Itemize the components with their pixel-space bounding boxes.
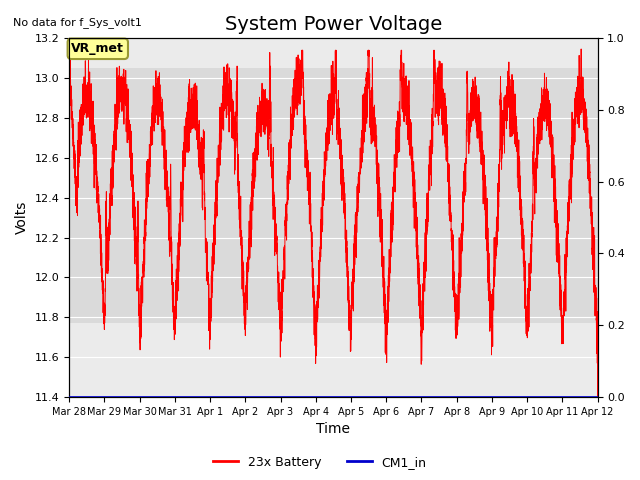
X-axis label: Time: Time xyxy=(316,422,350,436)
Text: No data for f_Sys_volt1: No data for f_Sys_volt1 xyxy=(13,17,141,28)
Text: VR_met: VR_met xyxy=(71,42,124,55)
Bar xyxy=(69,68,598,323)
Title: System Power Voltage: System Power Voltage xyxy=(225,15,442,34)
Y-axis label: Volts: Volts xyxy=(15,201,29,234)
Legend: 23x Battery, CM1_in: 23x Battery, CM1_in xyxy=(208,451,432,474)
